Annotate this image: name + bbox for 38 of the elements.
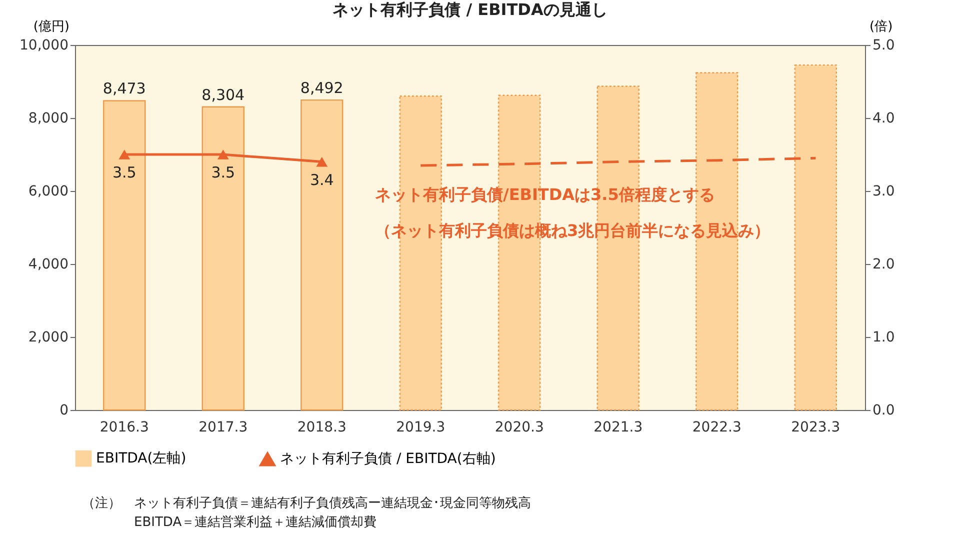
y2-axis-title: (倍) [870,20,893,34]
y-tick-label: 2,000 [28,330,68,346]
y2-tick-label: 5.0 [872,38,895,54]
data-label: 3.5 [211,164,236,182]
x-tick-label: 2016.3 [100,420,149,436]
data-label: 3.4 [310,170,334,189]
x-tick-label: 2021.3 [594,420,643,436]
y2-tick-label: 1.0 [872,330,895,346]
data-label: 8,304 [202,86,245,104]
y2-tick-label: 4.0 [872,110,895,126]
bar [103,100,146,411]
y2-tick-label: 0.0 [872,402,895,418]
y-tick-label: 0 [60,402,68,418]
x-tick-label: 2020.3 [494,420,544,436]
x-tick-label: 2022.3 [692,420,742,436]
bar [794,64,837,411]
bar [300,99,344,411]
x-tick-label: 2017.3 [198,420,248,436]
x-tick-label: 2023.3 [791,420,840,436]
legend-label: EBITDA(左軸) [96,450,186,467]
y2-tick-label: 3.0 [872,184,895,200]
y-tick-label: 6,000 [28,184,68,200]
text: EBITDA＝連結営業利益＋連結減価償却費 [133,514,378,532]
data-label: 8,492 [300,79,344,98]
y-tick-label: 4,000 [28,256,68,272]
y-tick-label: 10,000 [20,38,68,54]
x-tick-label: 2019.3 [396,420,446,436]
y2-tick-label: 2.0 [872,256,895,272]
chart-title: ネット有利子負債 / EBITDAの見通し [332,0,608,19]
y-axis-title: (億円) [33,20,70,34]
line-series [419,156,817,167]
text: （注） ネット有利子負債＝連結有利子負債残高ー連結現金･現金同等物残高 [82,495,531,513]
data-label: 8,473 [102,80,146,98]
y-tick-label: 8,000 [28,110,68,126]
x-tick-label: 2018.3 [297,420,346,436]
bar [202,106,244,411]
data-label: 3.5 [112,164,136,182]
legend-label: ネット有利子負債 / EBITDA(右軸) [280,451,496,468]
